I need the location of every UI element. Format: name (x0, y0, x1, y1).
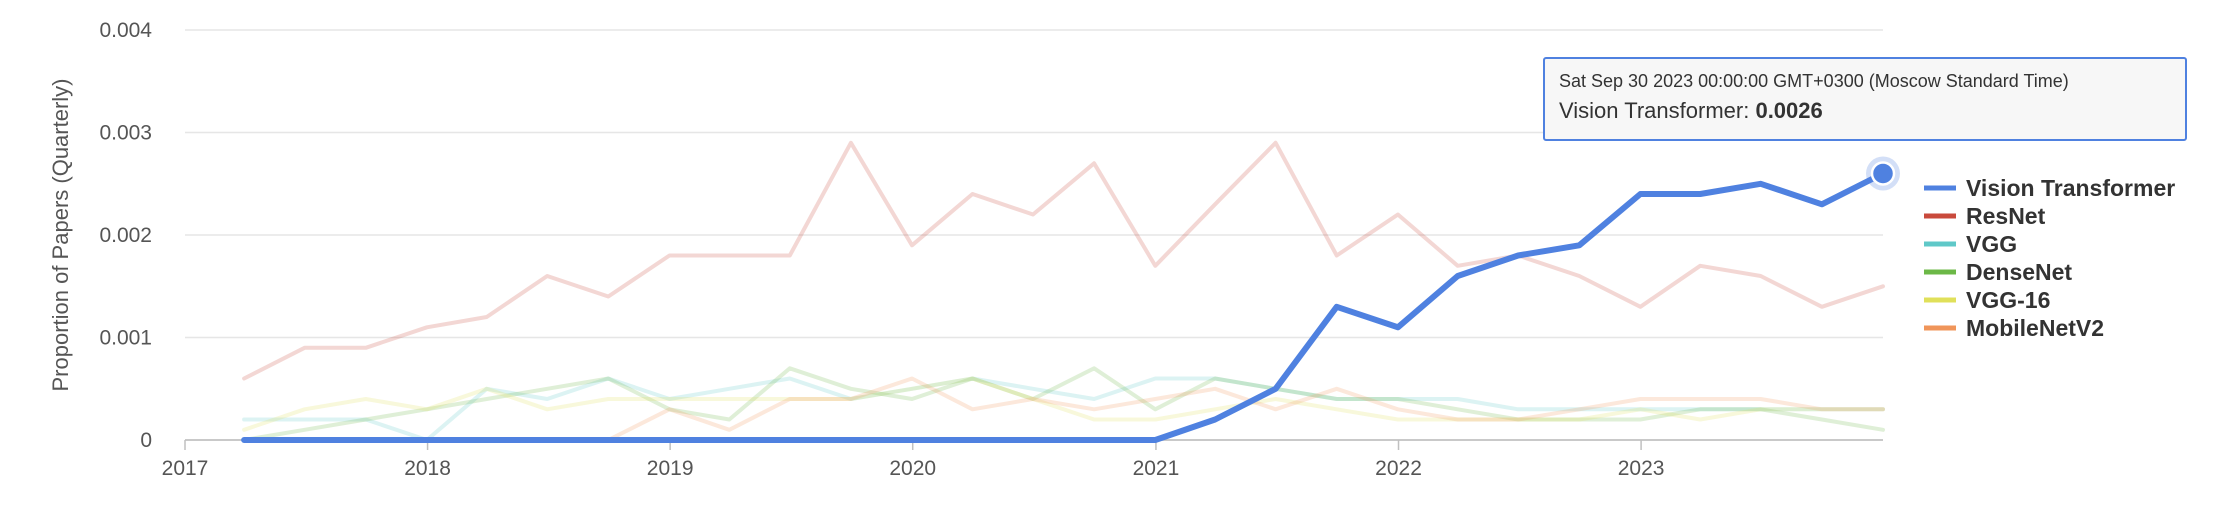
x-tick-label: 2018 (404, 457, 451, 480)
legend-label-mobilenetv2: MobileNetV2 (1966, 315, 2104, 341)
legend-label-densenet: DenseNet (1966, 259, 2072, 285)
series-layer (241, 140, 1886, 443)
x-axis: 2017 2018 2019 2020 2021 2022 2023 (162, 439, 1883, 480)
x-tick-label: 2020 (889, 457, 936, 480)
tooltip-date: Sat Sep 30 2023 00:00:00 GMT+0300 (Mosco… (1559, 71, 2069, 91)
y-tick-label: 0.004 (99, 19, 152, 42)
y-axis-ticks: 0 0.001 0.002 0.003 0.004 (99, 19, 152, 452)
x-tick-label: 2023 (1618, 457, 1665, 480)
legend-label-vgg: VGG (1966, 231, 2017, 257)
x-tick-label: 2022 (1375, 457, 1422, 480)
series-line-vision-transformer (241, 170, 1886, 443)
hover-marker (1870, 161, 1896, 186)
x-tick-label: 2019 (647, 457, 694, 480)
tooltip: Sat Sep 30 2023 00:00:00 GMT+0300 (Mosco… (1543, 57, 2187, 141)
x-tick-label: 2021 (1133, 457, 1180, 480)
legend-label-resnet: ResNet (1966, 203, 2046, 229)
series-line-vgg (242, 376, 1885, 442)
legend-label-vgg-16: VGG-16 (1966, 287, 2050, 313)
series-line-densenet (242, 366, 1885, 442)
x-tick-label: 2017 (162, 457, 209, 480)
tooltip-value-line: Vision Transformer: 0.0026 (1559, 98, 1823, 123)
marker-layer (1866, 156, 1900, 191)
legend-label-vision-transformer: Vision Transformer (1966, 175, 2175, 201)
y-tick-label: 0.002 (99, 224, 152, 247)
series-line-vgg-16 (242, 376, 1885, 432)
y-axis-title: Proportion of Papers (Quarterly) (48, 78, 73, 391)
y-tick-label: 0 (140, 429, 152, 452)
legend: Vision TransformerResNetVGGDenseNetVGG-1… (1924, 175, 2175, 341)
y-tick-label: 0.001 (99, 327, 152, 350)
tooltip-series-name: Vision Transformer (1559, 98, 1744, 123)
y-tick-label: 0.003 (99, 122, 152, 145)
tooltip-value: 0.0026 (1755, 98, 1823, 123)
series-line-resnet (242, 140, 1885, 381)
